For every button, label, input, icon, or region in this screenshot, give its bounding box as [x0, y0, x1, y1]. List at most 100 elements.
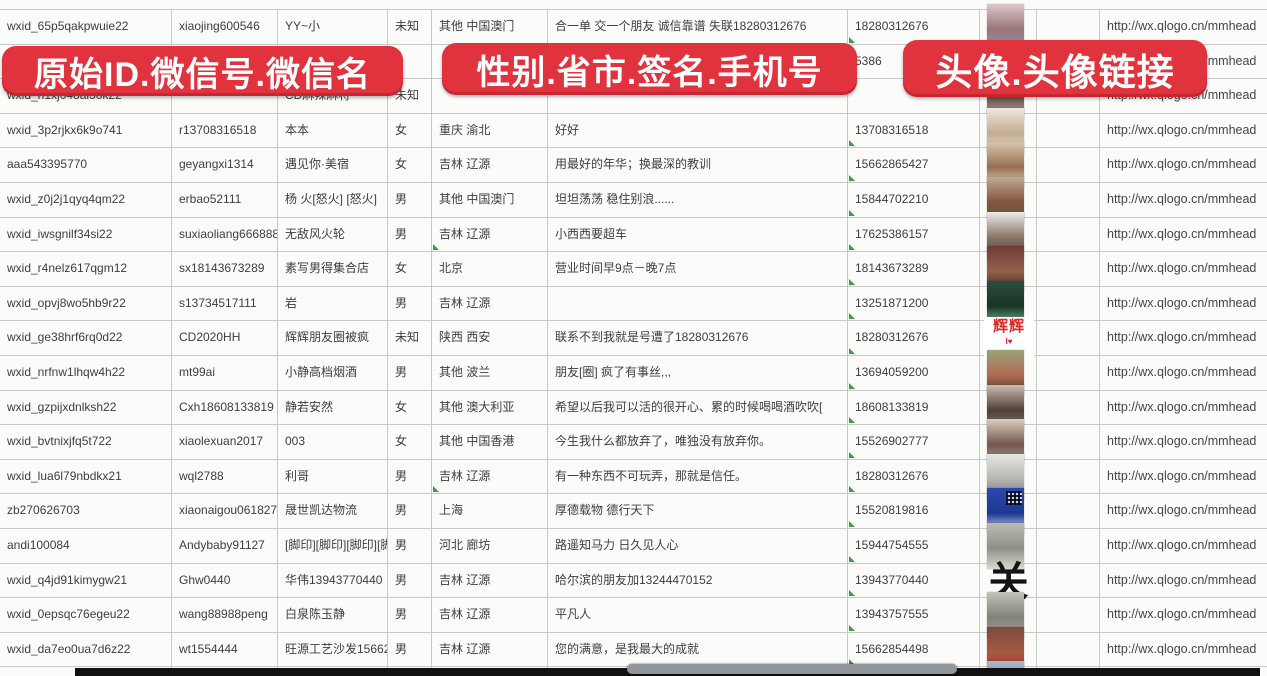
cell-gender[interactable]: 男	[388, 182, 432, 217]
cell-gender[interactable]: 男	[388, 632, 432, 667]
cell-wechat-name[interactable]: 素写男得集合店	[278, 252, 388, 286]
cell-original-id[interactable]: wxid_ge38hrf6rq0d22	[0, 321, 172, 355]
cell-signature[interactable]	[548, 79, 848, 113]
cell-empty[interactable]	[1037, 598, 1100, 632]
cell-original-id[interactable]: wxid_bvtnixjfq5t722	[0, 425, 172, 459]
cell-avatar-url[interactable]: http://wx.qlogo.cn/mmhead	[1100, 252, 1267, 286]
cell-wechat-name[interactable]: 旺源工艺沙发15662854	[278, 632, 388, 667]
cell-signature[interactable]: 希望以后我可以活的很开心、累的时候喝喝酒吹吹[	[548, 390, 848, 425]
cell-phone[interactable]: 15662854498	[848, 632, 980, 667]
horizontal-scrollbar-thumb[interactable]	[627, 664, 957, 674]
cell-avatar-url[interactable]: http://wx.qlogo.cn/mmhead	[1100, 598, 1267, 632]
cell-signature[interactable]: 您的满意，是我最大的成就	[548, 632, 848, 667]
cell-signature[interactable]: 平凡人	[548, 598, 848, 632]
cell-gender[interactable]: 女	[388, 425, 432, 459]
cell-region[interactable]: 其他 澳大利亚	[432, 390, 548, 425]
cell-empty[interactable]	[1037, 355, 1100, 390]
cell-wechat-id[interactable]: s13734517111	[172, 286, 278, 321]
cell-original-id[interactable]: wxid_0epsqc76egeu22	[0, 598, 172, 632]
cell-original-id[interactable]: wxid_nrfnw1lhqw4h22	[0, 355, 172, 390]
cell-avatar[interactable]	[980, 280, 1037, 327]
cell-original-id[interactable]: wxid_lua6l79nbdkx21	[0, 459, 172, 494]
cell-wechat-id[interactable]: Ghw0440	[172, 563, 278, 598]
cell-wechat-name[interactable]: 辉辉朋友圈被疯	[278, 321, 388, 355]
cell-gender[interactable]: 男	[388, 598, 432, 632]
cell-phone[interactable]: 18608133819	[848, 390, 980, 425]
cell-wechat-name[interactable]: 岩	[278, 286, 388, 321]
cell-empty[interactable]	[1037, 286, 1100, 321]
cell-original-id[interactable]: wxid_65p5qakpwuie22	[0, 10, 172, 44]
cell-phone[interactable]: 15662865427	[848, 148, 980, 182]
cell-phone[interactable]: 15844702210	[848, 182, 980, 217]
cell-phone[interactable]: 18280312676	[848, 321, 980, 355]
cell-original-id[interactable]: wxid_r4nelz617qgm12	[0, 252, 172, 286]
cell-signature[interactable]: 厚德载物 德行天下	[548, 494, 848, 528]
cell-phone[interactable]: 18143673289	[848, 252, 980, 286]
cell-phone[interactable]: 15520819816	[848, 494, 980, 528]
cell-region[interactable]: 吉林 辽源	[432, 459, 548, 494]
cell-phone[interactable]: 13943770440	[848, 563, 980, 598]
cell-avatar-url[interactable]: http://wx.qlogo.cn/mmhead	[1100, 425, 1267, 459]
cell-original-id[interactable]: wxid_da7eo0ua7d6z22	[0, 632, 172, 667]
cell-avatar-url[interactable]: http://wx.qlogo.cn/mmhead	[1100, 10, 1267, 44]
cell-original-id[interactable]: zb270626703	[0, 494, 172, 528]
cell-avatar-url[interactable]: http://wx.qlogo.cn/mmhead	[1100, 356, 1267, 390]
cell-empty[interactable]	[1037, 632, 1100, 667]
cell-wechat-name[interactable]: 白泉陈玉静	[278, 598, 388, 632]
cell-wechat-id[interactable]: CD2020HH	[172, 321, 278, 355]
cell-phone[interactable]: 18280312676	[848, 459, 980, 494]
cell-gender[interactable]: 女	[388, 252, 432, 286]
cell-wechat-name[interactable]: 无敌风火轮	[278, 217, 388, 252]
cell-wechat-id[interactable]: Andybaby91127	[172, 528, 278, 563]
cell-wechat-id[interactable]: wang88988peng	[172, 598, 278, 632]
cell-region[interactable]: 陕西 西安	[432, 321, 548, 355]
cell-region[interactable]: 北京	[432, 252, 548, 286]
cell-empty[interactable]	[1037, 217, 1100, 252]
cell-wechat-name[interactable]: 小静高档烟酒	[278, 355, 388, 390]
cell-wechat-name[interactable]: 华伟13943770440	[278, 563, 388, 598]
cell-wechat-name[interactable]: 杨 火[怒火] [怒火]	[278, 182, 388, 217]
cell-gender[interactable]: 男	[388, 528, 432, 563]
cell-wechat-id[interactable]: xiaojing600546	[172, 10, 278, 44]
cell-signature[interactable]: 坦坦荡荡 稳住别浪......	[548, 182, 848, 217]
cell-region[interactable]: 其他 中国香港	[432, 425, 548, 459]
cell-phone[interactable]: 13694059200	[848, 355, 980, 390]
cell-region[interactable]: 吉林 辽源	[432, 148, 548, 182]
cell-original-id[interactable]: wxid_opvj8wo5hb9r22	[0, 286, 172, 321]
cell-empty[interactable]	[1037, 321, 1100, 355]
cell-gender[interactable]: 女	[388, 113, 432, 148]
cell-signature[interactable]: 有一种东西不可玩弄，那就是信任。	[548, 459, 848, 494]
cell-gender[interactable]	[388, 44, 432, 79]
cell-region[interactable]: 吉林 辽源	[432, 217, 548, 252]
cell-gender[interactable]: 男	[388, 355, 432, 390]
cell-wechat-id[interactable]: mt99ai	[172, 355, 278, 390]
cell-original-id[interactable]: wxid_z0j2j1qyq4qm22	[0, 182, 172, 217]
cell-empty[interactable]	[1037, 182, 1100, 217]
cell-empty[interactable]	[1037, 459, 1100, 494]
cell-avatar-url[interactable]: http://wx.qlogo.cn/mmhead	[1100, 321, 1267, 355]
cell-avatar-url[interactable]: http://wx.qlogo.cn/mmhead	[1100, 494, 1267, 528]
cell-avatar-url[interactable]: http://wx.qlogo.cn/mmhead	[1100, 391, 1267, 425]
cell-empty[interactable]	[1037, 10, 1100, 44]
cell-signature[interactable]: 哈尔滨的朋友加13244470152	[548, 563, 848, 598]
cell-wechat-name[interactable]: 晟世凯达物流	[278, 494, 388, 528]
cell-region[interactable]: 吉林 辽源	[432, 598, 548, 632]
cell-region[interactable]: 其他 中国澳门	[432, 10, 548, 44]
cell-wechat-id[interactable]: wql2788	[172, 459, 278, 494]
cell-phone[interactable]: 17625386157	[848, 217, 980, 252]
cell-gender[interactable]: 未知	[388, 79, 432, 113]
cell-signature[interactable]: 路遥知马力 日久见人心	[548, 528, 848, 563]
cell-empty[interactable]	[1037, 113, 1100, 148]
cell-region[interactable]: 吉林 辽源	[432, 286, 548, 321]
cell-gender[interactable]: 男	[388, 286, 432, 321]
cell-empty[interactable]	[1037, 390, 1100, 425]
cell-gender[interactable]: 女	[388, 390, 432, 425]
cell-region[interactable]: 吉林 辽源	[432, 563, 548, 598]
cell-wechat-name[interactable]: 本本	[278, 113, 388, 148]
cell-signature[interactable]: 好好	[548, 113, 848, 148]
cell-original-id[interactable]: wxid_gzpijxdnlksh22	[0, 390, 172, 425]
cell-wechat-id[interactable]: Cxh18608133819	[172, 390, 278, 425]
cell-wechat-id[interactable]: wt1554444	[172, 632, 278, 667]
cell-phone[interactable]: 13251871200	[848, 286, 980, 321]
cell-phone[interactable]: 13943757555	[848, 598, 980, 632]
